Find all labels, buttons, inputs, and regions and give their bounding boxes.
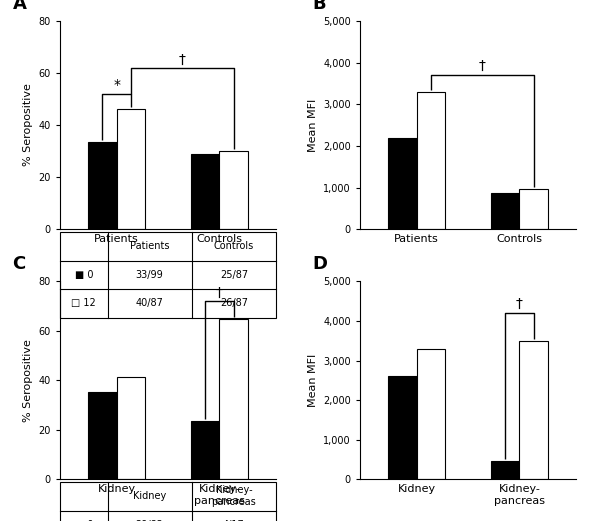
Text: B: B — [313, 0, 326, 13]
Text: Kidney-
pancreas: Kidney- pancreas — [212, 486, 256, 507]
Text: †: † — [516, 297, 523, 311]
Bar — [388, 138, 416, 229]
Text: A: A — [13, 0, 26, 13]
Text: C: C — [13, 255, 26, 274]
Bar — [520, 341, 548, 479]
Text: 26/87: 26/87 — [220, 299, 248, 308]
Bar — [388, 376, 416, 479]
Bar — [220, 152, 248, 229]
Bar — [88, 142, 116, 229]
Text: 33/99: 33/99 — [136, 270, 164, 280]
Bar — [191, 154, 220, 229]
Text: D: D — [313, 255, 328, 274]
Text: 25/87: 25/87 — [220, 270, 248, 280]
Y-axis label: Mean MFI: Mean MFI — [308, 354, 317, 407]
Bar — [491, 193, 520, 229]
Text: 40/87: 40/87 — [136, 299, 164, 308]
Text: Kidney: Kidney — [133, 491, 166, 501]
Text: 4/17: 4/17 — [223, 520, 245, 521]
Text: Controls: Controls — [214, 241, 254, 251]
Bar — [520, 189, 548, 229]
Text: 29/82: 29/82 — [136, 520, 164, 521]
Bar — [88, 392, 116, 479]
Bar — [116, 109, 145, 229]
Y-axis label: Mean MFI: Mean MFI — [308, 98, 317, 152]
Text: Patients: Patients — [130, 241, 169, 251]
Text: ■ 0: ■ 0 — [74, 520, 93, 521]
Text: †: † — [216, 286, 223, 300]
Bar — [416, 350, 445, 479]
Text: *: * — [113, 79, 120, 93]
Bar — [220, 319, 248, 479]
Text: †: † — [479, 59, 486, 73]
Y-axis label: % Seropositive: % Seropositive — [23, 339, 33, 422]
Bar — [491, 461, 520, 479]
Bar — [191, 421, 220, 479]
Text: †: † — [179, 53, 186, 66]
Text: □ 12: □ 12 — [71, 299, 96, 308]
Bar — [116, 377, 145, 479]
Y-axis label: % Seropositive: % Seropositive — [23, 83, 33, 167]
Text: ■ 0: ■ 0 — [74, 270, 93, 280]
Bar — [416, 92, 445, 229]
